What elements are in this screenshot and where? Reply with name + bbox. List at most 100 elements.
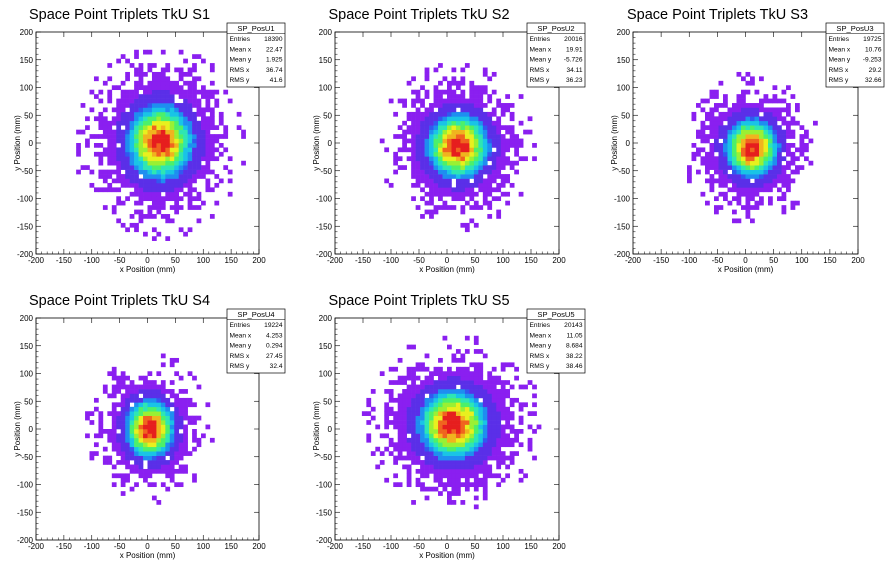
heatmap-cell: [705, 138, 710, 144]
heatmap-cell: [473, 402, 479, 408]
heatmap-cell: [147, 187, 153, 193]
heatmap-cell: [687, 165, 692, 170]
heatmap-cell: [411, 415, 416, 421]
heatmap-cell: [772, 94, 778, 99]
heatmap-cell: [473, 191, 479, 197]
x-axis-label: x Position (mm): [120, 265, 176, 274]
heatmap-cell: [424, 182, 430, 188]
heatmap-cell: [143, 384, 148, 390]
x-tick-label: -150: [355, 542, 372, 551]
heatmap-cell: [156, 406, 162, 412]
x-tick-label: 200: [552, 542, 566, 551]
heatmap-cell: [491, 169, 497, 175]
y-axis-label: y Position (mm): [13, 115, 22, 171]
x-tick-label: 100: [795, 256, 809, 265]
heatmap-cell: [460, 187, 466, 193]
heatmap-cell: [763, 165, 769, 170]
heatmap-cell: [201, 94, 206, 99]
y-tick-label: 100: [319, 84, 333, 93]
heatmap-cell: [442, 460, 448, 465]
heatmap-cell: [411, 129, 416, 135]
heatmap-cell: [138, 67, 144, 73]
heatmap-cell: [420, 125, 425, 130]
heatmap-cell: [178, 196, 184, 202]
heatmap-cell: [420, 415, 425, 421]
heatmap-cell: [469, 143, 475, 148]
heatmap-cell: [473, 504, 479, 510]
heatmap-cell: [134, 209, 139, 215]
heatmap-cell: [487, 375, 493, 381]
heatmap-cell: [393, 380, 399, 385]
heatmap-cell: [505, 174, 511, 179]
heatmap-cell: [120, 182, 126, 188]
heatmap-cell: [447, 129, 452, 135]
heatmap-cell: [532, 143, 537, 148]
heatmap-cell: [741, 116, 746, 122]
heatmap-cell: [129, 384, 135, 390]
heatmap-cell: [442, 371, 448, 377]
heatmap-cell: [384, 389, 390, 394]
heatmap-cell: [455, 125, 461, 130]
heatmap-cell: [196, 169, 202, 175]
heatmap-cell: [156, 500, 162, 505]
heatmap-cell: [406, 402, 412, 408]
heatmap-cell: [451, 464, 457, 470]
heatmap-cell: [447, 424, 452, 430]
x-tick-label: 100: [197, 542, 211, 551]
heatmap-cell: [174, 429, 180, 434]
heatmap-cell: [482, 468, 488, 474]
heatmap-cell: [218, 116, 224, 122]
stats-value: 4.253: [266, 332, 283, 339]
heatmap-cell: [438, 460, 443, 465]
heatmap-cell: [447, 143, 452, 148]
heatmap-cell: [509, 111, 515, 117]
heatmap-cell: [120, 375, 126, 381]
stats-value: 32.4: [270, 363, 283, 370]
heatmap-cell: [429, 429, 434, 434]
heatmap-cell: [473, 362, 479, 368]
stats-label: Mean x: [230, 46, 252, 53]
heatmap-cell: [116, 389, 122, 394]
heatmap-cell: [496, 455, 502, 461]
x-tick-label: 150: [524, 256, 538, 265]
heatmap-cell: [384, 420, 390, 425]
heatmap-cell: [102, 446, 108, 452]
heatmap-cell: [804, 143, 809, 148]
heatmap-cell: [98, 151, 104, 157]
heatmap-cell: [442, 397, 448, 403]
heatmap-cell: [169, 94, 175, 99]
heatmap-cell: [415, 151, 421, 157]
heatmap-cell: [143, 389, 148, 394]
heatmap-cell: [160, 107, 166, 113]
heatmap-cell: [192, 169, 197, 175]
heatmap-cell: [741, 147, 746, 153]
heatmap-cell: [487, 147, 493, 153]
heatmap-cell: [178, 424, 184, 430]
heatmap-cell: [174, 455, 180, 461]
heatmap-cell: [781, 205, 787, 210]
heatmap-cell: [732, 169, 737, 175]
heatmap-cell: [178, 138, 184, 144]
heatmap-cell: [89, 169, 95, 175]
heatmap-cell: [174, 397, 180, 403]
heatmap-cell: [768, 200, 773, 206]
heatmap-cell: [406, 464, 412, 470]
heatmap-cell: [509, 362, 515, 368]
heatmap-cell: [478, 420, 484, 425]
heatmap-cell: [384, 402, 390, 408]
heatmap-cell: [120, 134, 126, 139]
heatmap-cell: [754, 205, 760, 210]
chart-title: Space Point Triplets TkU S5: [328, 293, 509, 309]
heatmap-cell: [174, 111, 180, 117]
heatmap-cell: [402, 147, 407, 153]
heatmap-cell: [384, 178, 390, 184]
heatmap-cell: [464, 143, 470, 148]
heatmap-cell: [366, 411, 372, 416]
heatmap-cell: [447, 111, 452, 117]
stats-label: RMS y: [230, 77, 250, 84]
heatmap-cell: [478, 169, 484, 175]
heatmap-cell: [411, 371, 416, 377]
heatmap-cell: [750, 169, 755, 175]
heatmap-cell: [209, 107, 215, 113]
heatmap-cell: [482, 402, 488, 408]
